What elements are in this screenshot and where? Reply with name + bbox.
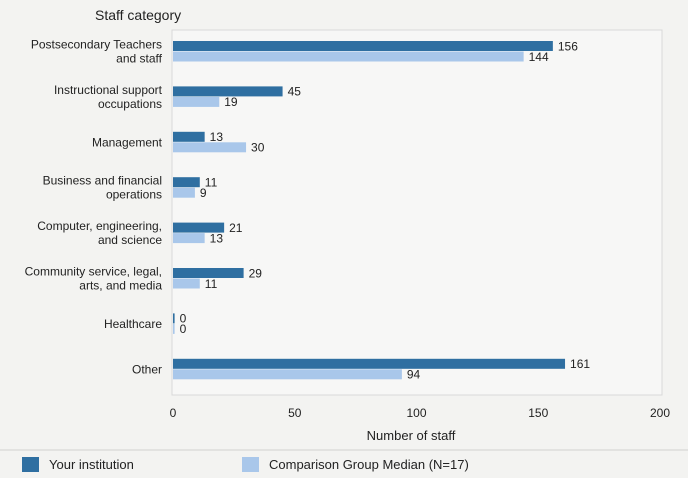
plot-area	[171, 29, 663, 396]
bar-institution	[173, 131, 205, 142]
bar-institution	[173, 177, 200, 188]
category-label: occupations	[98, 97, 162, 111]
bar-institution	[173, 268, 244, 278]
x-tick-label: 0	[170, 406, 177, 420]
category-label: Computer, engineering,	[37, 219, 162, 233]
bar-comparison	[173, 96, 220, 107]
bar-institution	[173, 86, 283, 97]
x-tick-label: 150	[528, 406, 548, 420]
data-label: 11	[205, 175, 218, 189]
x-axis-ticks: 0 50 100 150 200	[170, 406, 671, 420]
bar-comparison	[173, 233, 205, 244]
legend: Your institution Comparison Group Median …	[0, 449, 688, 472]
data-label: 21	[229, 221, 243, 235]
bar-comparison	[173, 278, 200, 289]
bar-institution	[173, 41, 553, 51]
bar-comparison	[173, 142, 247, 153]
data-label: 9	[200, 186, 207, 200]
category-label: Other	[132, 362, 162, 376]
data-label: 45	[288, 85, 302, 99]
data-label: 161	[570, 357, 590, 371]
category-label: Instructional support	[54, 83, 163, 97]
data-label: 19	[224, 95, 238, 109]
data-label: 94	[407, 368, 421, 382]
legend-swatch	[22, 457, 39, 472]
category-label: and staff	[116, 52, 162, 66]
data-label: 0	[180, 322, 187, 336]
category-label: Healthcare	[104, 317, 162, 331]
bar-institution	[173, 358, 566, 369]
category-label: Business and financial	[43, 174, 162, 188]
data-label: 11	[205, 277, 218, 291]
category-label: Management	[92, 135, 163, 149]
data-label: 13	[210, 231, 224, 245]
data-label: 0	[180, 312, 187, 326]
bar-comparison	[173, 187, 195, 198]
bar-comparison	[173, 323, 175, 334]
x-tick-label: 50	[288, 406, 302, 420]
category-label: arts, and media	[79, 279, 162, 293]
x-axis-title: Number of staff	[367, 428, 456, 443]
category-label: Postsecondary Teachers	[31, 38, 162, 52]
x-tick-label: 200	[650, 406, 670, 420]
legend-label: Your institution	[49, 457, 134, 472]
x-tick-label: 100	[406, 406, 426, 420]
data-label: 144	[529, 50, 549, 64]
bar-institution	[173, 222, 225, 233]
data-label: 29	[249, 266, 263, 280]
category-label: and science	[98, 233, 162, 247]
data-label: 156	[558, 39, 578, 53]
category-label: Community service, legal,	[25, 265, 162, 279]
bar-comparison	[173, 51, 524, 62]
legend-label: Comparison Group Median (N=17)	[269, 457, 469, 472]
category-label: operations	[106, 188, 162, 202]
data-label: 30	[251, 141, 265, 155]
bar-institution	[173, 313, 175, 324]
data-label: 13	[210, 130, 224, 144]
legend-swatch	[242, 457, 259, 472]
category-axis-title: Staff category	[95, 7, 181, 23]
bar-comparison	[173, 369, 402, 380]
